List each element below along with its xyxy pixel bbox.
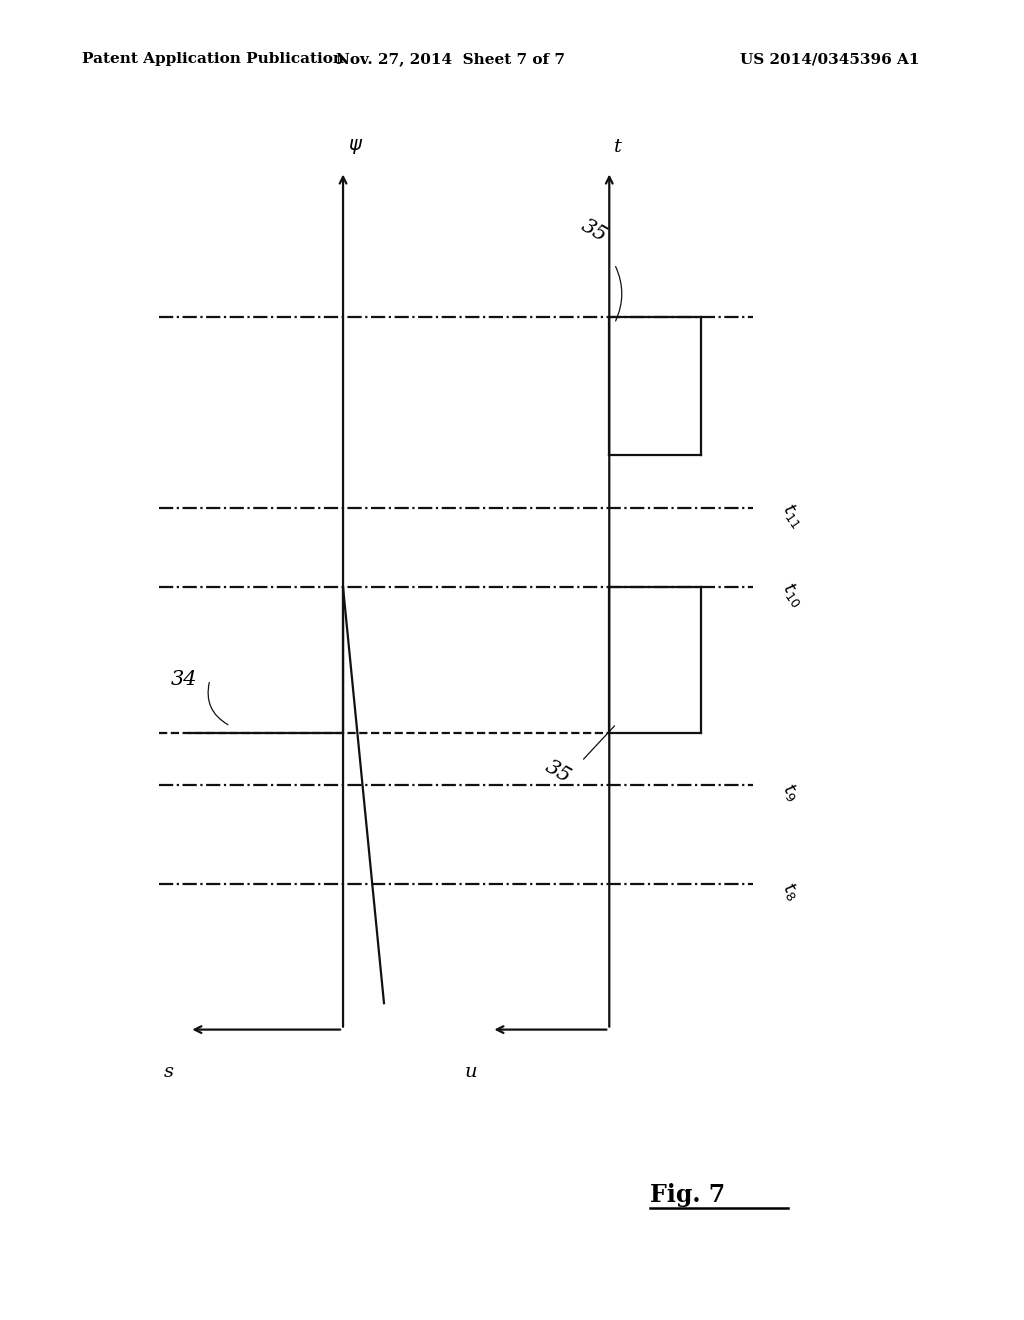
- Text: $t_{11}$: $t_{11}$: [778, 499, 808, 531]
- Text: u: u: [465, 1063, 477, 1081]
- Text: Nov. 27, 2014  Sheet 7 of 7: Nov. 27, 2014 Sheet 7 of 7: [336, 53, 565, 66]
- Text: 35: 35: [542, 758, 574, 787]
- Text: $\psi$: $\psi$: [348, 137, 364, 156]
- Text: 34: 34: [171, 671, 198, 689]
- Text: 35: 35: [578, 216, 610, 246]
- Text: s: s: [164, 1063, 174, 1081]
- Text: Fig. 7: Fig. 7: [650, 1183, 725, 1206]
- Text: $t_{8}$: $t_{8}$: [778, 879, 804, 903]
- Text: US 2014/0345396 A1: US 2014/0345396 A1: [739, 53, 920, 66]
- Text: $t_{9}$: $t_{9}$: [778, 780, 804, 804]
- Text: t: t: [614, 137, 623, 156]
- Text: Patent Application Publication: Patent Application Publication: [82, 53, 344, 66]
- Text: $t_{10}$: $t_{10}$: [778, 578, 809, 610]
